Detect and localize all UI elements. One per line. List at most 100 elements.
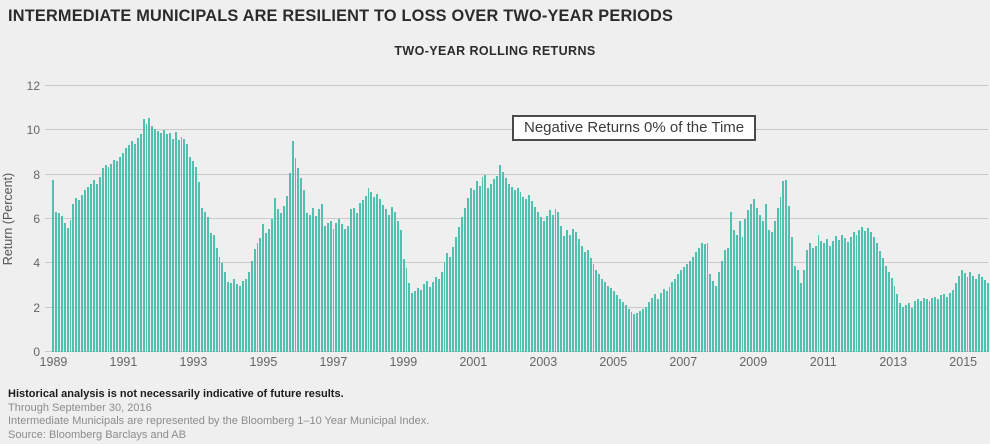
bar [396, 221, 399, 352]
bar [78, 200, 81, 352]
bar [358, 202, 361, 352]
y-tick-label: 2 [33, 300, 40, 315]
bar [314, 216, 317, 352]
bar [405, 267, 408, 352]
x-tick-label: 2005 [599, 355, 628, 369]
bar [954, 283, 957, 352]
bar [738, 221, 741, 352]
bar [902, 306, 905, 352]
bar [569, 234, 572, 352]
bar [72, 203, 75, 352]
bar [718, 272, 721, 352]
annotation-box: Negative Returns 0% of the Time [512, 115, 757, 141]
bar [680, 270, 683, 352]
bar [782, 181, 785, 352]
bar [265, 232, 268, 352]
bar [805, 250, 808, 352]
bar [724, 250, 726, 352]
bar [662, 288, 665, 352]
bar [478, 185, 481, 352]
bar [957, 275, 960, 352]
bar [323, 226, 326, 352]
bar [127, 144, 130, 352]
bar [621, 302, 624, 352]
bar [788, 205, 791, 352]
bar [534, 206, 537, 352]
y-tick-label: 10 [26, 123, 40, 138]
bar [963, 273, 966, 352]
bar [136, 138, 139, 352]
bar [700, 243, 703, 352]
bar [236, 284, 238, 352]
bar [946, 296, 949, 352]
bar [984, 279, 986, 352]
bar [116, 161, 119, 352]
bar [344, 229, 347, 352]
bar [653, 294, 656, 352]
bar [566, 230, 569, 352]
bar [949, 293, 951, 352]
bar [677, 274, 680, 352]
bar [475, 181, 478, 352]
bar [916, 298, 919, 352]
bar [659, 293, 662, 352]
bar [458, 226, 461, 352]
bar [241, 281, 244, 352]
bar [691, 256, 694, 352]
bar [861, 226, 864, 352]
bar [642, 308, 645, 352]
bar [309, 214, 312, 352]
bar [466, 197, 469, 352]
bar [338, 219, 341, 352]
gridline-2 [45, 306, 988, 308]
bar [317, 209, 320, 352]
bar [893, 285, 896, 352]
bar [572, 228, 575, 352]
bar [110, 163, 113, 352]
bar [791, 236, 794, 352]
bar [610, 287, 612, 352]
bar [586, 250, 589, 352]
bar [215, 247, 218, 352]
bar [294, 157, 297, 352]
bar [648, 302, 650, 352]
bar [846, 242, 849, 352]
bar [928, 301, 931, 352]
bar [639, 310, 642, 352]
bar [101, 168, 104, 352]
bar [528, 194, 531, 352]
bar [493, 179, 496, 352]
bar [554, 209, 557, 352]
bar [656, 298, 659, 352]
bar [563, 235, 566, 352]
bar [613, 291, 615, 352]
bar [221, 263, 224, 352]
bar [820, 241, 823, 352]
bar [133, 143, 136, 352]
x-tick-label: 2001 [459, 355, 488, 369]
bar [686, 264, 688, 352]
bar [633, 314, 636, 352]
bar [966, 276, 969, 352]
x-tick-label: 2011 [809, 355, 837, 369]
footnotes: Historical analysis is not necessarily i… [8, 388, 429, 442]
bar [890, 277, 893, 352]
bar [931, 297, 934, 352]
bar [940, 295, 943, 352]
bar [726, 247, 729, 352]
x-tick-label: 1991 [109, 355, 138, 369]
bar [908, 303, 911, 352]
bar [773, 221, 776, 352]
bar [125, 148, 127, 352]
bar [192, 161, 195, 352]
bar [592, 264, 595, 352]
bar [288, 172, 291, 352]
bar [326, 222, 329, 352]
bar [390, 206, 393, 352]
bar [551, 214, 554, 352]
bar [130, 141, 133, 352]
bar [545, 215, 548, 352]
bar [925, 298, 928, 352]
x-tick-label: 2015 [949, 355, 978, 369]
bar [414, 291, 417, 352]
